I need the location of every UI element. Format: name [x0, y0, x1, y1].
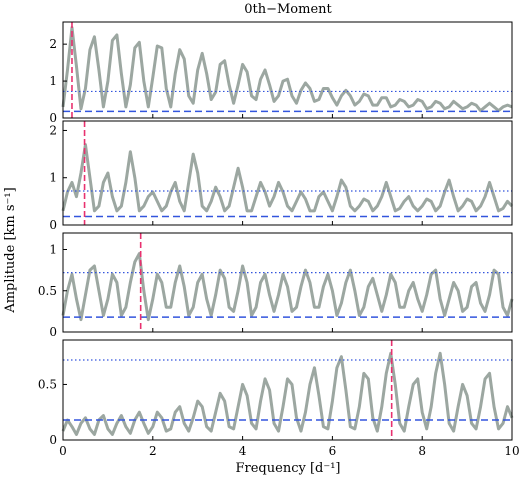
y-tick-label: 1: [49, 171, 57, 185]
amplitude-spectrum-line: [61, 143, 514, 213]
panel-1: 0 1 2: [49, 21, 513, 125]
figure-title: 0th−Moment: [244, 2, 332, 17]
amplitude-spectrum-line: [61, 26, 513, 113]
x-tick-label: 4: [239, 444, 247, 458]
panel-2: 0 1 2: [49, 120, 514, 232]
x-tick-label: 6: [329, 444, 337, 458]
panel-frame: [62, 339, 513, 441]
y-tick-label: 2: [49, 37, 57, 51]
panel-3: 00.51: [38, 232, 514, 339]
y-tick-label: 1: [49, 74, 57, 88]
amplitude-spectrum-line: [61, 252, 514, 322]
panel-frame: [62, 120, 513, 226]
panel-4: 0 0.5 0 2 4 6 8 10: [38, 339, 520, 458]
amplitude-spectrum-line: [61, 351, 514, 436]
y-tick-label: 0: [49, 325, 57, 339]
x-axis-label: Frequency [d⁻¹]: [236, 461, 341, 476]
x-tick-label: 2: [149, 444, 157, 458]
y-axis-label: Amplitude [km s⁻¹]: [3, 187, 18, 313]
x-tick-label: 0: [59, 444, 67, 458]
y-tick-label: 0.5: [38, 284, 57, 298]
y-tick-label: 2: [49, 123, 57, 137]
x-tick-label: 10: [504, 444, 519, 458]
y-tick-label: 0: [49, 433, 57, 447]
y-tick-label: 1: [49, 243, 57, 257]
panel-frame: [62, 21, 513, 119]
y-tick-label: 0.5: [38, 377, 57, 391]
x-tick-label: 8: [418, 444, 426, 458]
y-tick-label: 0: [49, 218, 57, 232]
panel-frame: [62, 232, 513, 333]
y-tick-label: 0: [49, 111, 57, 125]
